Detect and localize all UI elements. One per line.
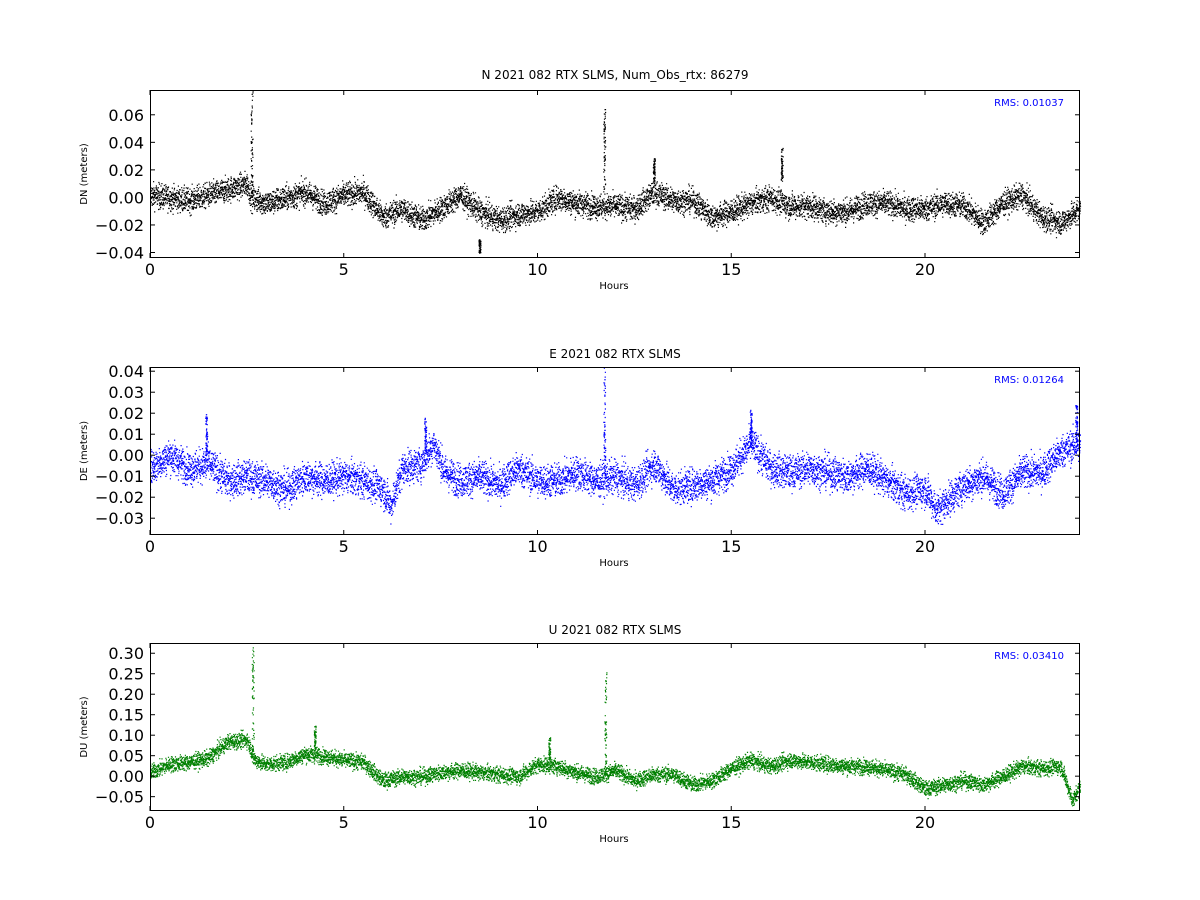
x-axis: 0 5 10 15 20 <box>145 367 935 556</box>
y-axis-label: DU (meters) <box>79 696 90 757</box>
y-tick-label: 0.02 <box>108 404 144 423</box>
subplot-title: N 2021 082 RTX SLMS, Num_Obs_rtx: 86279 <box>482 68 749 82</box>
y-tick-label: 0.25 <box>108 665 144 684</box>
y-tick-label: −0.01 <box>95 467 144 486</box>
x-axis: 0 5 10 15 20 <box>145 643 935 832</box>
x-tick-label: 10 <box>527 813 547 832</box>
data-point-cloud <box>150 90 1082 254</box>
y-axis: −0.04 −0.02 0.00 0.02 0.04 0.06 <box>95 106 1080 262</box>
x-axis: 0 5 10 15 20 <box>145 90 935 279</box>
subplot-title: E 2021 082 RTX SLMS <box>549 347 681 361</box>
x-axis-label: Hours <box>599 281 628 292</box>
x-tick-label: 20 <box>915 813 935 832</box>
y-tick-label: 0.06 <box>108 106 144 125</box>
y-axis-label: DN (meters) <box>79 143 90 205</box>
y-tick-label: 0.15 <box>108 706 144 725</box>
rms-annotation: RMS: 0.03410 <box>994 651 1064 662</box>
y-axis-label: DE (meters) <box>79 421 90 481</box>
y-tick-label: 0.00 <box>108 446 144 465</box>
y-tick-label: −0.02 <box>95 216 144 235</box>
y-tick-label: 0.20 <box>108 685 144 704</box>
plot-frame <box>150 90 1080 258</box>
x-tick-label: 15 <box>721 537 741 556</box>
y-axis: −0.05 0.000.05 0.100.15 0.200.25 0.30 <box>95 644 1080 807</box>
y-tick-label: 0.05 <box>108 747 144 766</box>
y-tick-label: 0.01 <box>108 425 144 444</box>
x-tick-label: 0 <box>145 537 155 556</box>
subplot-east: E 2021 082 RTX SLMS −0.03−0.02−0.010.000… <box>79 347 1082 569</box>
y-tick-label: −0.04 <box>95 243 144 262</box>
y-tick-label: 0.00 <box>108 767 144 786</box>
x-axis-label: Hours <box>599 834 628 845</box>
y-tick-label: 0.02 <box>108 161 144 180</box>
y-tick-label: 0.00 <box>108 188 144 207</box>
x-tick-label: 20 <box>915 537 935 556</box>
x-tick-label: 10 <box>527 537 547 556</box>
plot-frame <box>150 367 1080 535</box>
subplot-title: U 2021 082 RTX SLMS <box>549 623 682 637</box>
subplot-north: N 2021 082 RTX SLMS, Num_Obs_rtx: 86279 … <box>79 68 1082 292</box>
y-tick-label: 0.04 <box>108 133 144 152</box>
subplot-up: U 2021 082 RTX SLMS −0.05 0.000.05 0.100.1… <box>79 623 1082 845</box>
x-tick-label: 15 <box>721 260 741 279</box>
y-axis: −0.03 −0.02 −0.01 0.00 0.01 0.02 0.03 0.04 <box>95 362 1080 528</box>
y-tick-label: 0.03 <box>108 383 144 402</box>
x-tick-label: 5 <box>339 537 349 556</box>
x-tick-label: 15 <box>721 813 741 832</box>
y-tick-label: 0.30 <box>108 644 144 663</box>
x-tick-label: 5 <box>339 813 349 832</box>
y-tick-label: 0.10 <box>108 726 144 745</box>
x-tick-label: 0 <box>145 260 155 279</box>
y-tick-label: −0.03 <box>95 509 144 528</box>
data-point-cloud <box>150 647 1082 807</box>
data-points <box>150 647 1082 807</box>
y-tick-label: −0.05 <box>95 788 144 807</box>
x-tick-label: 5 <box>339 260 349 279</box>
y-tick-label: 0.04 <box>108 362 144 381</box>
x-tick-label: 20 <box>915 260 935 279</box>
rms-annotation: RMS: 0.01264 <box>994 375 1064 386</box>
data-points <box>150 90 1082 254</box>
rms-annotation: RMS: 0.01037 <box>994 98 1064 109</box>
x-axis-label: Hours <box>599 558 628 569</box>
plot-frame <box>150 643 1080 811</box>
x-tick-label: 10 <box>527 260 547 279</box>
x-tick-label: 0 <box>145 813 155 832</box>
y-tick-label: −0.02 <box>95 488 144 507</box>
